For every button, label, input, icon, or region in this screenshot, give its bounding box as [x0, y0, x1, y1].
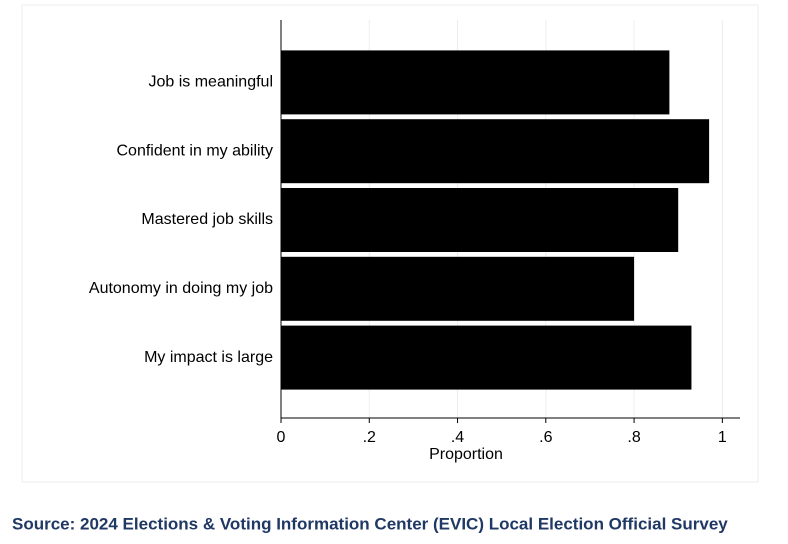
x-axis-label: Proportion — [429, 446, 503, 463]
y-tick-label: Mastered job skills — [141, 211, 273, 228]
source-note: Source: 2024 Elections & Voting Informat… — [12, 514, 728, 533]
y-tick-label: Autonomy in doing my job — [89, 280, 273, 297]
x-tick-label: 0 — [277, 429, 286, 446]
x-tick-label: .8 — [627, 429, 640, 446]
y-tick-label: Confident in my ability — [116, 142, 273, 159]
bar — [281, 188, 679, 252]
x-tick-label: 1 — [718, 429, 727, 446]
bar — [281, 50, 670, 115]
bar — [281, 119, 710, 184]
bar — [281, 325, 692, 390]
bar — [281, 256, 635, 321]
x-tick-label: .4 — [451, 429, 464, 446]
y-tick-label: My impact is large — [144, 349, 273, 366]
x-tick-label: .2 — [363, 429, 376, 446]
y-tick-label: Job is meaningful — [148, 74, 273, 91]
x-tick-label: .6 — [539, 429, 552, 446]
